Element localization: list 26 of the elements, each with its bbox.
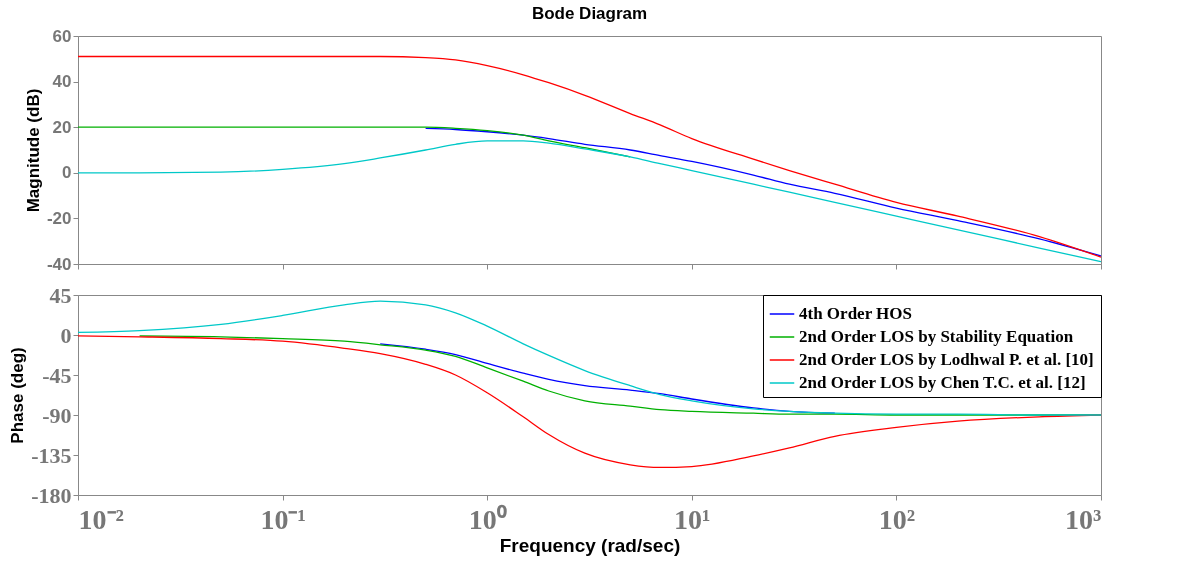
y-axis-title: Magnitude (dB) [23, 88, 43, 213]
y-tick-label: 0 [60, 322, 72, 348]
legend-label: 2nd Order LOS by Chen T.C. et al. [12] [799, 373, 1086, 392]
legend-label: 2nd Order LOS by Stability Equation [799, 327, 1074, 346]
x-tick-label: 10⁻¹ [260, 503, 306, 535]
y-tick-label: 20 [52, 117, 72, 137]
y-tick-label: -20 [46, 208, 72, 228]
x-axis-title: Frequency (rad/sec) [499, 534, 681, 556]
y-tick-label: 40 [52, 72, 72, 92]
legend-label: 2nd Order LOS by Lodhwal P. et al. [10] [799, 350, 1094, 369]
chart-title: Bode Diagram [531, 4, 648, 23]
y-tick-label: -90 [42, 402, 72, 428]
y-tick-label: 0 [62, 163, 72, 183]
x-tick-label: 10² [878, 503, 916, 535]
y-tick-label: 60 [52, 26, 72, 46]
y-tick-label: -135 [31, 442, 72, 468]
x-tick-label: 10⁻² [78, 503, 124, 535]
y-tick-label: -40 [46, 254, 72, 274]
x-tick-label: 10³ [1065, 503, 1102, 535]
y-tick-label: 45 [49, 282, 72, 308]
x-tick-label: 10⁰ [468, 503, 507, 535]
legend-label: 4th Order HOS [799, 304, 913, 323]
y-tick-label: -45 [42, 362, 72, 388]
y-axis-title: Phase (deg) [8, 347, 28, 444]
y-tick-label: -180 [31, 482, 72, 508]
x-tick-label: 10¹ [674, 503, 711, 535]
